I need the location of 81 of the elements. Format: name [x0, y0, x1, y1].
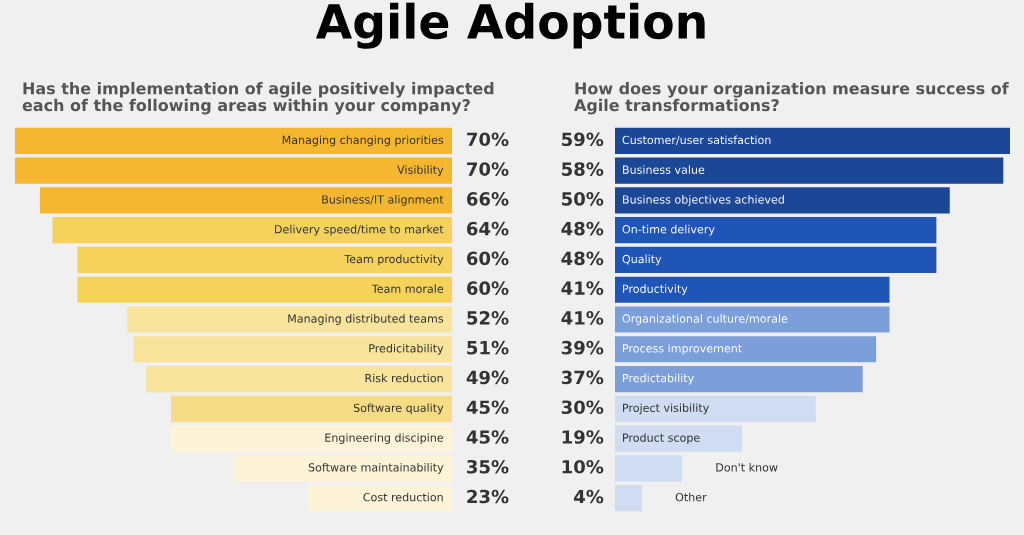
bar: [133, 336, 452, 363]
bar: [52, 217, 452, 244]
data-label: 41%: [561, 281, 604, 295]
bar: [39, 187, 452, 214]
bar: [146, 365, 452, 393]
y-tick-label: Customer/user satisfaction: [622, 135, 771, 145]
chart-title: Has the implementation of agile positively impacted each of the following areas within your company?: [22, 82, 494, 115]
bar: [615, 276, 890, 303]
bar: [15, 127, 452, 154]
y-tick-label: Organizational culture/morale: [622, 314, 788, 325]
bar: [77, 246, 452, 274]
bar: [615, 246, 937, 274]
y-tick-label: Delivery speed/time to market: [275, 224, 444, 236]
data-label: 35%: [467, 459, 509, 474]
bar: [15, 157, 452, 184]
data-label: 39%: [561, 340, 604, 355]
data-label: 50%: [562, 192, 604, 206]
data-label: 41%: [561, 311, 604, 325]
data-label: 45%: [466, 430, 509, 444]
bar: [615, 336, 877, 363]
y-tick-label: Managing distributed teams: [288, 314, 444, 325]
bar: [308, 485, 452, 512]
y-tick-label: Predicitability: [369, 343, 444, 355]
bar: [615, 127, 1010, 154]
bar: [171, 425, 452, 452]
y-tick-label: Other: [675, 492, 707, 502]
bar: [615, 485, 642, 512]
y-tick-label: Engineering discipine: [325, 433, 444, 444]
y-tick-label: Process improvement: [623, 343, 742, 355]
data-label: 59%: [562, 132, 604, 147]
y-tick-label: Project visibility: [623, 403, 709, 415]
bar: [615, 187, 950, 214]
data-label: 19%: [562, 430, 604, 444]
data-label: 45%: [466, 400, 509, 415]
data-label: 70%: [467, 162, 509, 176]
y-tick-label: Software quality: [353, 403, 444, 415]
data-label: 51%: [467, 340, 509, 355]
data-label: 66%: [467, 192, 509, 206]
bar: [615, 455, 682, 482]
bar: [615, 425, 743, 452]
data-label: 48%: [561, 221, 604, 236]
y-tick-label: Business value: [623, 165, 705, 174]
data-label: 30%: [561, 400, 604, 415]
y-tick-label: Software maintainability: [308, 462, 444, 474]
bar: [615, 157, 1004, 184]
text: Agile Adoption: [315, 2, 705, 49]
bar: [615, 306, 890, 333]
y-tick-label: Productivity: [623, 284, 688, 296]
data-label: 70%: [467, 132, 509, 147]
y-tick-label: Cost reduction: [363, 492, 443, 502]
bar: [171, 395, 452, 422]
y-tick-label: Quality: [622, 254, 662, 266]
bar: [615, 365, 863, 393]
bar: [615, 395, 816, 422]
y-tick-label: Business/IT alignment: [322, 195, 444, 206]
data-label: 64%: [467, 221, 509, 236]
y-tick-label: Team morale: [371, 284, 444, 293]
y-tick-label: Risk reduction: [365, 373, 443, 383]
y-tick-label: Product scope: [623, 433, 700, 444]
data-label: 48%: [561, 251, 604, 266]
y-tick-label: Team productivity: [344, 254, 444, 266]
y-tick-label: Visibility: [397, 165, 444, 177]
data-label: 58%: [562, 162, 604, 176]
data-label: 23%: [467, 489, 509, 504]
bar: [127, 306, 452, 333]
y-tick-label: Predictability: [623, 373, 694, 385]
data-label: 60%: [467, 281, 509, 295]
data-label: 49%: [466, 370, 509, 385]
y-tick-label: Managing changing priorities: [282, 135, 444, 147]
data-label: 4%: [574, 489, 604, 504]
chart-title: How does your organization measure success of Agile transformations?: [574, 82, 1009, 115]
data-label: 10%: [562, 459, 604, 474]
y-tick-label: On-time delivery: [622, 224, 715, 236]
data-label: 52%: [467, 311, 509, 325]
y-tick-label: Don't know: [716, 462, 778, 472]
y-tick-label: Business objectives achieved: [623, 195, 784, 206]
data-label: 60%: [467, 251, 509, 266]
data-label: 37%: [561, 370, 604, 385]
bar: [77, 276, 452, 303]
bar: [233, 455, 452, 482]
bar: [615, 217, 937, 244]
